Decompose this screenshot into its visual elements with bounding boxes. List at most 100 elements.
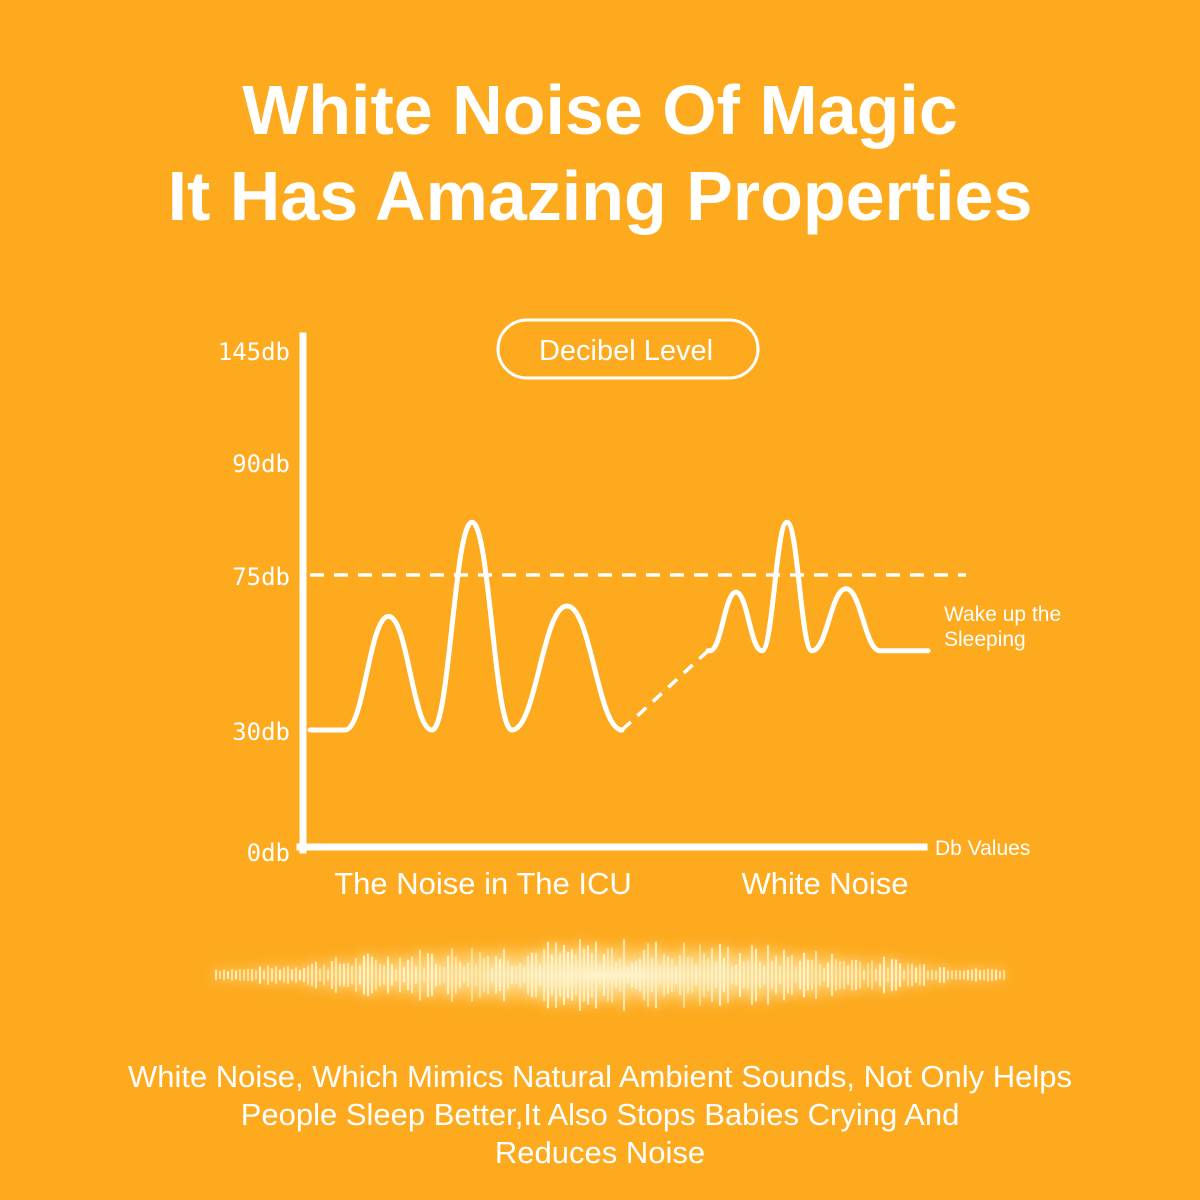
- soundwave-bar: [307, 965, 309, 985]
- soundwave-bar: [499, 959, 501, 991]
- soundwave-bar: [259, 966, 261, 984]
- soundwave-bar: [563, 944, 565, 1006]
- soundwave-bar: [451, 948, 453, 1002]
- soundwave-bar: [755, 948, 757, 1002]
- soundwave-bar: [711, 948, 713, 1002]
- soundwave-bar: [283, 967, 285, 983]
- soundwave-bar: [683, 942, 685, 1008]
- series-transition-dashed: [620, 649, 710, 732]
- soundwave-bar: [927, 970, 929, 980]
- y-tick-label: 30db: [232, 718, 290, 746]
- soundwave-bar: [355, 958, 357, 992]
- soundwave-bar: [803, 952, 805, 998]
- soundwave-bar: [671, 958, 673, 992]
- soundwave-bar: [503, 948, 505, 1002]
- soundwave-bar: [415, 966, 417, 984]
- soundwave-bar: [611, 947, 613, 1003]
- soundwave-bar: [447, 955, 449, 995]
- soundwave-bar: [967, 969, 969, 981]
- soundwave-bar: [807, 959, 809, 991]
- soundwave-bar: [663, 953, 665, 997]
- soundwave-bar: [235, 970, 237, 980]
- soundwave-bar: [651, 957, 653, 993]
- soundwave-bar: [631, 962, 633, 988]
- page-title-line-1: White Noise Of Magic: [242, 71, 958, 149]
- soundwave-bar: [987, 968, 989, 982]
- soundwave-bar: [907, 963, 909, 987]
- soundwave-bar: [995, 969, 997, 981]
- soundwave-bar: [531, 952, 533, 998]
- soundwave-bar: [919, 964, 921, 986]
- soundwave-bar: [311, 963, 313, 987]
- soundwave-bar: [815, 950, 817, 1000]
- soundwave-bar: [783, 949, 785, 1001]
- soundwave-bar: [483, 957, 485, 993]
- soundwave-bar: [263, 970, 265, 980]
- soundwave-graphic: [215, 939, 1005, 1011]
- soundwave-bar: [575, 954, 577, 996]
- soundwave-bar: [579, 939, 581, 1011]
- category-label-icu: The Noise in The ICU: [334, 866, 632, 901]
- soundwave-bar: [891, 959, 893, 991]
- soundwave-bar: [775, 955, 777, 995]
- soundwave-bar: [507, 960, 509, 990]
- soundwave-bar: [279, 969, 281, 981]
- soundwave-bar: [551, 954, 553, 996]
- soundwave-bar: [295, 967, 297, 983]
- soundwave-bar: [491, 968, 493, 982]
- soundwave-bar: [343, 963, 345, 987]
- soundwave-bar: [719, 944, 721, 1006]
- soundwave-bar: [659, 965, 661, 985]
- soundwave-bar: [887, 967, 889, 983]
- soundwave-bar: [475, 964, 477, 986]
- threshold-label-line-2: Sleeping: [944, 628, 1026, 651]
- soundwave-bar: [323, 964, 325, 986]
- soundwave-bar: [239, 969, 241, 981]
- soundwave-bar: [271, 968, 273, 982]
- soundwave-bar: [811, 959, 813, 991]
- soundwave-bar: [715, 962, 717, 988]
- soundwave-bar: [687, 956, 689, 994]
- soundwave-bar: [515, 965, 517, 985]
- soundwave-bar: [823, 968, 825, 982]
- soundwave-bar: [587, 945, 589, 1005]
- soundwave-bar: [639, 958, 641, 992]
- soundwave-bar: [339, 963, 341, 987]
- soundwave-bar: [439, 964, 441, 986]
- soundwave-bar: [443, 966, 445, 984]
- soundwave-bar: [583, 948, 585, 1002]
- soundwave-bar: [455, 956, 457, 994]
- soundwave-bar: [387, 956, 389, 994]
- soundwave-bar: [911, 963, 913, 987]
- soundwave-bar: [703, 953, 705, 997]
- soundwave-bar: [511, 966, 513, 984]
- soundwave-bar: [359, 965, 361, 985]
- soundwave-bar: [319, 968, 321, 982]
- soundwave-bar: [923, 964, 925, 986]
- soundwave-bar: [983, 969, 985, 981]
- soundwave-bar: [331, 961, 333, 989]
- soundwave-bar: [675, 966, 677, 984]
- soundwave-bar: [831, 953, 833, 997]
- soundwave-bar: [619, 958, 621, 992]
- soundwave-bar: [255, 970, 257, 980]
- soundwave-bar: [939, 967, 941, 983]
- soundwave-glow: [210, 935, 1010, 1015]
- soundwave-bar: [727, 946, 729, 1004]
- category-label-white-noise: White Noise: [741, 866, 908, 901]
- y-tick-label: 0db: [247, 839, 290, 867]
- soundwave-bar: [963, 970, 965, 980]
- soundwave-bar: [599, 966, 601, 984]
- soundwave-bar: [335, 957, 337, 993]
- soundwave-bar: [959, 970, 961, 980]
- soundwave-bar: [251, 969, 253, 981]
- caption-line-2: People Sleep Better,It Also Stops Babies…: [240, 1097, 960, 1132]
- soundwave-bar: [779, 965, 781, 985]
- soundwave-bar: [731, 966, 733, 984]
- soundwave-bar: [643, 950, 645, 1000]
- soundwave-bar: [383, 965, 385, 985]
- soundwave-bar: [555, 942, 557, 1008]
- soundwave-bar: [655, 941, 657, 1009]
- soundwave-bar: [379, 963, 381, 987]
